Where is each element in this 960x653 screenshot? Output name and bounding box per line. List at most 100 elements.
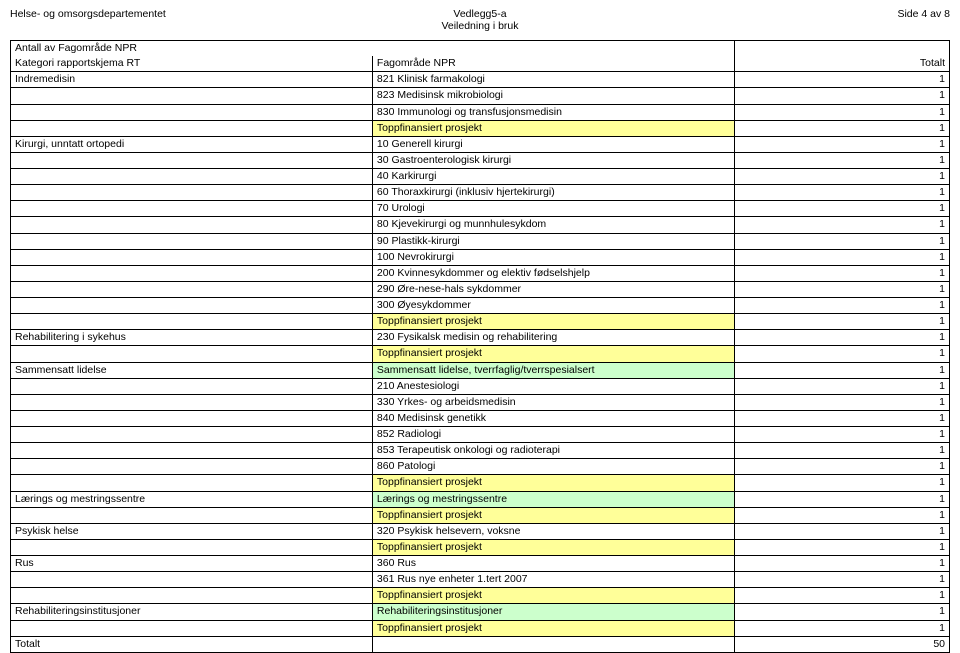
table-row: 840 Medisinsk genetikk1: [11, 410, 950, 426]
header-center: Vedlegg5-a Veiledning i bruk: [323, 8, 636, 32]
header-left: Helse- og omsorgsdepartementet: [10, 8, 323, 32]
cell-value: 1: [734, 491, 949, 507]
cell-fagomrade: 200 Kvinnesykdommer og elektiv fødselshj…: [372, 265, 734, 281]
cell-fagomrade: 823 Medisinsk mikrobiologi: [372, 88, 734, 104]
cell-category: Rehabilitering i sykehus: [11, 330, 373, 346]
cell-value: 1: [734, 152, 949, 168]
cell-value: 1: [734, 539, 949, 555]
cell-category: [11, 475, 373, 491]
cell-category: [11, 443, 373, 459]
cell-fagomrade: 80 Kjevekirurgi og munnhulesykdom: [372, 217, 734, 233]
cell-category: Lærings og mestringssentre: [11, 491, 373, 507]
cell-value: 1: [734, 281, 949, 297]
cell-fagomrade: Toppfinansiert prosjekt: [372, 539, 734, 555]
cell-fagomrade: Toppfinansiert prosjekt: [372, 588, 734, 604]
cell-category: [11, 233, 373, 249]
cell-value: 1: [734, 427, 949, 443]
cell-value: 1: [734, 104, 949, 120]
table-row: 290 Øre-nese-hals sykdommer1: [11, 281, 950, 297]
cell-value: 1: [734, 217, 949, 233]
table-row: Psykisk helse320 Psykisk helsevern, voks…: [11, 523, 950, 539]
cell-fagomrade: 821 Klinisk farmakologi: [372, 72, 734, 88]
page-header: Helse- og omsorgsdepartementet Vedlegg5-…: [10, 8, 950, 32]
cell-fagomrade: 320 Psykisk helsevern, voksne: [372, 523, 734, 539]
table-title: Antall av Fagområde NPR: [11, 41, 735, 57]
cell-category: [11, 394, 373, 410]
table-row: Toppfinansiert prosjekt1: [11, 588, 950, 604]
cell-category: [11, 588, 373, 604]
cell-fagomrade: Toppfinansiert prosjekt: [372, 475, 734, 491]
cell-category: Psykisk helse: [11, 523, 373, 539]
cell-value: 1: [734, 346, 949, 362]
table-row: Toppfinansiert prosjekt1: [11, 120, 950, 136]
cell-fagomrade: 90 Plastikk-kirurgi: [372, 233, 734, 249]
cell-fagomrade: 30 Gastroenterologisk kirurgi: [372, 152, 734, 168]
cell-value: 1: [734, 185, 949, 201]
table-row: 100 Nevrokirurgi1: [11, 249, 950, 265]
cell-fagomrade: 860 Patologi: [372, 459, 734, 475]
cell-value: 1: [734, 265, 949, 281]
cell-fagomrade: 100 Nevrokirurgi: [372, 249, 734, 265]
cell-fagomrade: Lærings og mestringssentre: [372, 491, 734, 507]
cell-value: 1: [734, 475, 949, 491]
table-row: Toppfinansiert prosjekt1: [11, 507, 950, 523]
cell-value: 1: [734, 298, 949, 314]
cell-fagomrade: 330 Yrkes- og arbeidsmedisin: [372, 394, 734, 410]
table-row: 330 Yrkes- og arbeidsmedisin1: [11, 394, 950, 410]
header-right: Side 4 av 8: [637, 8, 950, 32]
cell-category: [11, 120, 373, 136]
cell-fagomrade: Rehabiliteringsinstitusjoner: [372, 604, 734, 620]
cell-fagomrade: 290 Øre-nese-hals sykdommer: [372, 281, 734, 297]
table-row: Sammensatt lidelseSammensatt lidelse, tv…: [11, 362, 950, 378]
cell-category: Rehabiliteringsinstitusjoner: [11, 604, 373, 620]
table-row: 361 Rus nye enheter 1.tert 20071: [11, 572, 950, 588]
cell-fagomrade: 210 Anestesiologi: [372, 378, 734, 394]
table-row: 80 Kjevekirurgi og munnhulesykdom1: [11, 217, 950, 233]
cell-fagomrade: Toppfinansiert prosjekt: [372, 620, 734, 636]
cell-category: [11, 572, 373, 588]
table-row: 853 Terapeutisk onkologi og radioterapi1: [11, 443, 950, 459]
total-label: Totalt: [11, 636, 373, 652]
cell-category: [11, 410, 373, 426]
table-row: 30 Gastroenterologisk kirurgi1: [11, 152, 950, 168]
cell-fagomrade: 361 Rus nye enheter 1.tert 2007: [372, 572, 734, 588]
table-row: RehabiliteringsinstitusjonerRehabiliteri…: [11, 604, 950, 620]
table-row: 70 Urologi1: [11, 201, 950, 217]
header-center-line2: Veiledning i bruk: [323, 20, 636, 32]
cell-fagomrade: 230 Fysikalsk medisin og rehabilitering: [372, 330, 734, 346]
cell-fagomrade: Toppfinansiert prosjekt: [372, 314, 734, 330]
cell-category: [11, 217, 373, 233]
cell-category: [11, 281, 373, 297]
table-row: Kirurgi, unntatt ortopedi10 Generell kir…: [11, 136, 950, 152]
cell-fagomrade: 360 Rus: [372, 556, 734, 572]
cell-value: 1: [734, 620, 949, 636]
table-title-spacer: [734, 41, 949, 57]
table-row: Toppfinansiert prosjekt1: [11, 346, 950, 362]
table-row: 830 Immunologi og transfusjonsmedisin1: [11, 104, 950, 120]
cell-category: [11, 314, 373, 330]
cell-fagomrade: Sammensatt lidelse, tverrfaglig/tverrspe…: [372, 362, 734, 378]
cell-value: 1: [734, 88, 949, 104]
cell-category: [11, 378, 373, 394]
table-row: 60 Thoraxkirurgi (inklusiv hjertekirurgi…: [11, 185, 950, 201]
cell-value: 1: [734, 604, 949, 620]
total-spacer: [372, 636, 734, 652]
cell-value: 1: [734, 169, 949, 185]
cell-fagomrade: Toppfinansiert prosjekt: [372, 346, 734, 362]
cell-category: [11, 169, 373, 185]
cell-value: 1: [734, 233, 949, 249]
cell-category: [11, 88, 373, 104]
cell-value: 1: [734, 588, 949, 604]
table-row: 90 Plastikk-kirurgi1: [11, 233, 950, 249]
cell-value: 1: [734, 459, 949, 475]
cell-value: 1: [734, 556, 949, 572]
cell-category: [11, 104, 373, 120]
table-row: 852 Radiologi1: [11, 427, 950, 443]
total-value: 50: [734, 636, 949, 652]
cell-category: Kirurgi, unntatt ortopedi: [11, 136, 373, 152]
col-header-total: Totalt: [734, 56, 949, 72]
cell-value: 1: [734, 120, 949, 136]
cell-category: [11, 427, 373, 443]
data-table: Antall av Fagområde NPR Kategori rapport…: [10, 40, 950, 653]
cell-category: Indremedisin: [11, 72, 373, 88]
